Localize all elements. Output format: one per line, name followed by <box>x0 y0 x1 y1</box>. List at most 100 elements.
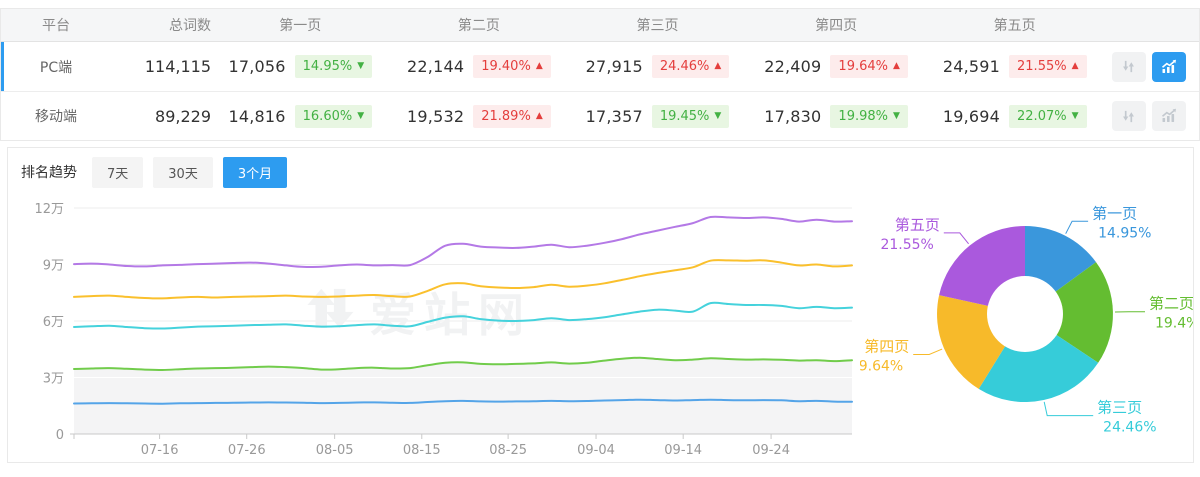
page1-count: 14,816 <box>228 107 285 126</box>
label-leader-line <box>1066 221 1088 233</box>
page5-change-badge: 22.07%▼ <box>1009 105 1087 128</box>
trend-chart-icon <box>1160 108 1178 124</box>
page3-change-badge: 24.46% ▲ <box>652 55 730 78</box>
page2-cell: 22,144 19.40% ▲ <box>390 55 569 78</box>
trend-arrow-icon: ▼ <box>714 112 721 121</box>
donut-label-percent-第四页: 19.64% <box>860 359 903 375</box>
change-percent: 19.98% <box>838 110 888 123</box>
label-leader-line <box>1044 402 1093 416</box>
page5-count: 24,591 <box>943 57 1000 76</box>
column-header-page4: 第四页 <box>747 15 926 35</box>
column-header-page2: 第二页 <box>390 15 569 35</box>
page2-change-badge: 19.40% ▲ <box>473 55 551 78</box>
total-words-value: 114,115 <box>111 57 211 76</box>
y-axis-label: 0 <box>56 428 64 443</box>
page2-change-badge: 21.89%▲ <box>473 105 551 128</box>
donut-label-name-第二页: 第二页 <box>1149 295 1193 313</box>
compare-updown-button[interactable] <box>1112 101 1146 131</box>
keyword-rank-table: 平台 总词数 第一页 第二页 第三页 第四页 第五页 PC端 114,115 1… <box>0 8 1200 141</box>
page1-cell: 14,816 16.60% ▼ <box>211 105 390 128</box>
table-row-pc[interactable]: PC端 114,115 17,056 14.95%▼ 22,144 19.40%… <box>1 42 1199 91</box>
range-tab-7d[interactable]: 7天 <box>92 157 143 188</box>
change-percent: 19.64% <box>838 60 888 73</box>
page-distribution-donut-chart[interactable]: 第一页 14.95% 第二页 19.4% 第三页 24.46% 第四页 19.64% 第五页 21… <box>860 190 1193 462</box>
page4-cell: 17,830 19.98%▼ <box>747 105 926 128</box>
trend-arrow-icon: ▲ <box>536 62 543 71</box>
donut-hole <box>987 276 1063 352</box>
change-percent: 16.60% <box>303 110 353 123</box>
label-leader-line <box>913 349 942 354</box>
page5-cell: 24,591 21.55% ▲ <box>925 55 1104 78</box>
donut-label-name-第五页: 第五页 <box>895 216 940 234</box>
donut-label-percent-第二页: 19.4% <box>1155 316 1193 332</box>
donut-chart-svg: 第一页 14.95% 第二页 19.4% 第三页 24.46% 第四页 19.64% 第五页 21… <box>860 190 1193 462</box>
donut-label-percent-第一页: 14.95% <box>1098 225 1151 241</box>
page1-cell: 17,056 14.95%▼ <box>211 55 390 78</box>
x-axis-label: 09-04 <box>577 443 615 458</box>
donut-label-name-第四页: 第四页 <box>864 338 909 356</box>
donut-label-name-第一页: 第一页 <box>1092 204 1137 222</box>
trend-arrow-icon: ▲ <box>536 112 543 121</box>
page1-change-badge: 14.95%▼ <box>295 55 373 78</box>
donut-label-percent-第五页: 21.55% <box>880 237 933 253</box>
active-row-indicator <box>1 42 4 91</box>
change-percent: 19.40% <box>481 60 531 73</box>
active-row-indicator <box>1 92 4 140</box>
page5-cell: 19,694 22.07%▼ <box>925 105 1104 128</box>
change-percent: 21.55% <box>1017 60 1067 73</box>
x-axis-label: 09-24 <box>752 443 790 458</box>
page3-change-badge: 19.45% ▼ <box>652 105 730 128</box>
updown-arrows-icon <box>1121 59 1136 74</box>
page5-count: 19,694 <box>943 107 1000 126</box>
label-leader-line <box>944 233 969 244</box>
column-header-page3: 第三页 <box>568 15 747 35</box>
range-tab-3m[interactable]: 3个月 <box>223 157 287 188</box>
trend-chart-icon <box>1160 59 1178 75</box>
trend-arrow-icon: ▲ <box>1072 62 1079 71</box>
trend-title: 排名趋势 <box>21 162 77 182</box>
page5-change-badge: 21.55% ▲ <box>1009 55 1087 78</box>
x-axis-label: 08-25 <box>489 443 527 458</box>
total-words-value: 89,229 <box>111 107 211 126</box>
change-percent: 19.45% <box>660 110 710 123</box>
table-row-mobile[interactable]: 移动端 89,229 14,816 16.60% ▼ 19,532 21.89%▲… <box>1 91 1199 140</box>
y-axis-label: 3万 <box>43 372 64 387</box>
x-axis-label: 07-16 <box>141 443 179 458</box>
row-actions <box>1104 101 1199 131</box>
series-line-第五页[interactable] <box>74 217 852 267</box>
page2-count: 19,532 <box>407 107 464 126</box>
table-header-row: 平台 总词数 第一页 第二页 第三页 第四页 第五页 <box>1 9 1199 42</box>
page4-count: 22,409 <box>764 57 821 76</box>
trend-arrow-icon: ▼ <box>357 112 364 121</box>
updown-arrows-icon <box>1121 109 1136 124</box>
trend-chart-button[interactable] <box>1152 52 1186 82</box>
column-header-total-words: 总词数 <box>111 15 211 35</box>
donut-label-percent-第三页: 24.46% <box>1103 420 1156 436</box>
x-axis-label: 07-26 <box>228 443 266 458</box>
page3-count: 27,915 <box>586 57 643 76</box>
page4-cell: 22,409 19.64%▲ <box>747 55 926 78</box>
page2-count: 22,144 <box>407 57 464 76</box>
trend-chart-button[interactable] <box>1152 101 1186 131</box>
x-axis-label: 08-05 <box>316 443 354 458</box>
column-header-platform: 平台 <box>1 15 111 35</box>
watermark-logo-icon <box>307 289 353 328</box>
trend-arrow-icon: ▼ <box>357 62 364 71</box>
trend-header: 排名趋势 7天 30天 3个月 <box>8 148 1193 190</box>
page3-cell: 27,915 24.46% ▲ <box>568 55 747 78</box>
compare-updown-button[interactable] <box>1112 52 1146 82</box>
page4-change-badge: 19.98%▼ <box>830 105 908 128</box>
range-tab-30d[interactable]: 30天 <box>153 157 213 188</box>
page4-change-badge: 19.64%▲ <box>830 55 908 78</box>
y-axis-label: 12万 <box>34 202 64 217</box>
column-header-page1: 第一页 <box>211 15 390 35</box>
change-percent: 24.46% <box>660 60 710 73</box>
donut-label-name-第三页: 第三页 <box>1097 399 1142 417</box>
trend-arrow-icon: ▲ <box>714 62 721 71</box>
platform-label: 移动端 <box>1 106 111 126</box>
column-header-page5: 第五页 <box>925 15 1104 35</box>
